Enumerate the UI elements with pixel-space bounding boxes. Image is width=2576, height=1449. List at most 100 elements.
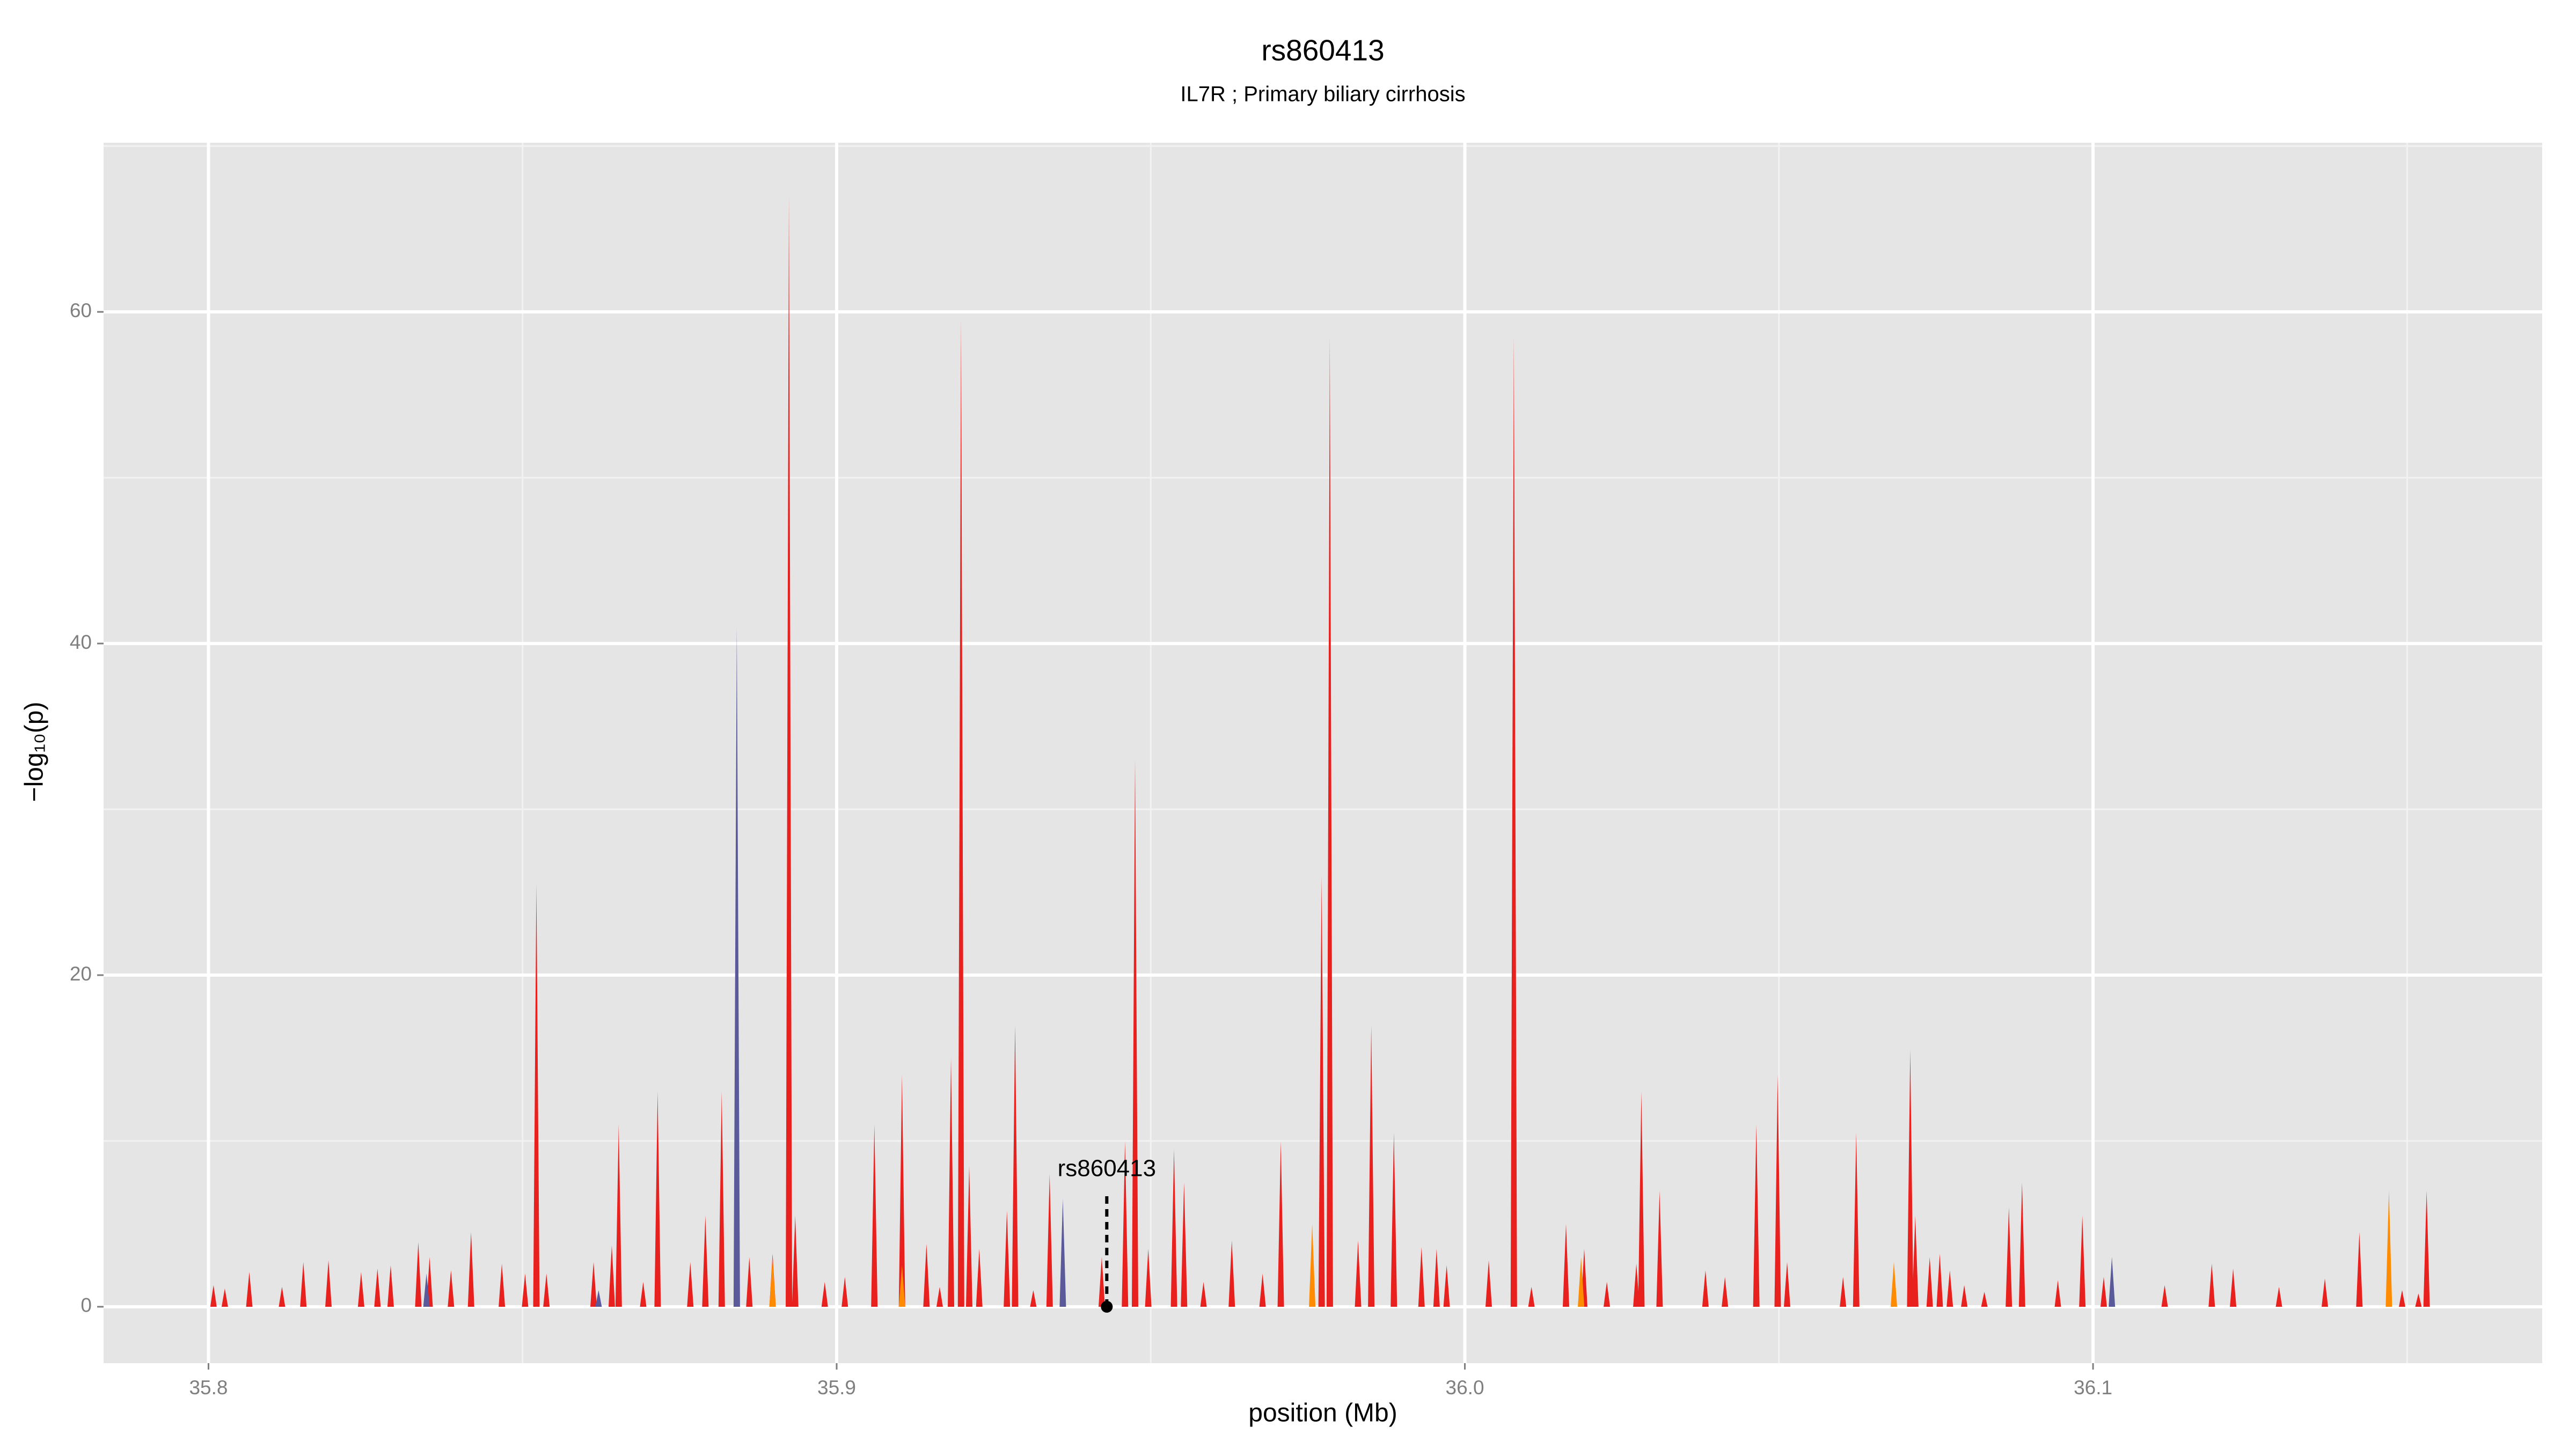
spike [2356, 1232, 2363, 1307]
spike [1562, 1224, 1569, 1307]
spike [2208, 1263, 2215, 1307]
spike [976, 1248, 983, 1307]
spike [1853, 1132, 1860, 1307]
spike [1145, 1248, 1152, 1307]
x-tick-label: 35.9 [817, 1377, 856, 1399]
spike [769, 1257, 776, 1307]
spike [467, 1232, 474, 1307]
spike [2100, 1277, 2107, 1307]
spike [1936, 1254, 1943, 1307]
spike [1891, 1262, 1898, 1307]
spike [1098, 1257, 1105, 1307]
spike [543, 1274, 550, 1307]
spike [2321, 1278, 2328, 1307]
x-tick-label: 35.8 [189, 1377, 228, 1399]
chart-title: rs860413 [1261, 34, 1384, 67]
spike [1391, 1132, 1397, 1307]
y-tick-label: 40 [70, 631, 92, 653]
spike [533, 884, 540, 1307]
spike [841, 1277, 848, 1307]
spike [595, 1290, 602, 1307]
spike [871, 1124, 878, 1307]
spike [702, 1216, 709, 1307]
spike [1200, 1282, 1207, 1307]
spike [615, 1124, 622, 1307]
spike [1277, 1140, 1284, 1307]
spike [1604, 1282, 1611, 1307]
spike [1774, 1074, 1781, 1307]
spike [2109, 1257, 2116, 1307]
spike [1181, 1182, 1188, 1307]
spike [640, 1282, 647, 1307]
spike [1926, 1257, 1933, 1307]
spike [1638, 1091, 1645, 1307]
spike [957, 320, 964, 1307]
spike [1961, 1285, 1968, 1307]
spike [746, 1257, 753, 1307]
spike [1981, 1292, 1988, 1307]
spike [608, 1245, 615, 1307]
spike [1418, 1247, 1425, 1307]
spike [2161, 1285, 2168, 1307]
spike [1309, 1224, 1316, 1307]
spike [1433, 1248, 1440, 1307]
spike [1946, 1270, 1953, 1307]
spike [499, 1263, 506, 1307]
marks [210, 195, 2430, 1307]
spike [1059, 1199, 1066, 1307]
spike [1326, 336, 1333, 1307]
spike [246, 1272, 253, 1307]
spike [221, 1288, 228, 1307]
annotation-point [1101, 1300, 1113, 1313]
spike [1510, 336, 1517, 1307]
annotation-label: rs860413 [1058, 1155, 1156, 1182]
spike [2275, 1286, 2282, 1307]
spike [1004, 1210, 1011, 1307]
spike [2018, 1182, 2025, 1307]
spike [2230, 1268, 2237, 1307]
spike [1318, 875, 1325, 1307]
x-tick-label: 36.0 [1446, 1377, 1484, 1399]
spike [1122, 1140, 1129, 1307]
spike [898, 1265, 905, 1307]
spike [733, 627, 740, 1307]
spike [898, 1074, 905, 1307]
spike [2006, 1207, 2012, 1307]
chart-subtitle: IL7R ; Primary biliary cirrhosis [1180, 83, 1465, 106]
spike [1722, 1277, 1729, 1307]
spike [948, 1058, 955, 1307]
spike [2079, 1216, 2086, 1307]
spike [590, 1262, 597, 1307]
spike [1132, 759, 1139, 1307]
spike [1633, 1263, 1640, 1307]
spike [1702, 1270, 1709, 1307]
y-axis-label: −log₁₀(p) [20, 702, 49, 802]
spike [1753, 1124, 1760, 1307]
spike [374, 1268, 381, 1307]
spike [1912, 1216, 1919, 1307]
spike [923, 1243, 930, 1307]
spike [1228, 1240, 1235, 1307]
spike [279, 1286, 286, 1307]
spike [387, 1265, 394, 1307]
y-tick-label: 0 [80, 1294, 92, 1316]
spike [325, 1260, 332, 1307]
spike [1485, 1260, 1492, 1307]
spike [2385, 1190, 2392, 1307]
spike [1840, 1277, 1847, 1307]
spike [1170, 1149, 1177, 1307]
spike [300, 1262, 307, 1307]
spike [1030, 1290, 1037, 1307]
x-tick-label: 36.1 [2074, 1377, 2112, 1399]
spike [357, 1272, 364, 1307]
grid [104, 143, 2542, 1363]
x-axis-label: position (Mb) [1248, 1399, 1397, 1428]
spike [423, 1274, 430, 1307]
spike [821, 1282, 828, 1307]
spike [1046, 1174, 1053, 1307]
spike [687, 1262, 694, 1307]
spike [1907, 1050, 1914, 1307]
spike [1355, 1240, 1362, 1307]
spike [786, 195, 793, 1307]
spike [1368, 1024, 1375, 1307]
